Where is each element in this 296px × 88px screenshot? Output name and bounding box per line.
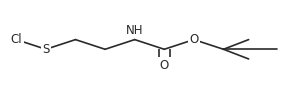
Text: S: S xyxy=(42,43,49,56)
Text: Cl: Cl xyxy=(10,33,22,46)
Text: NH: NH xyxy=(126,23,144,37)
Text: O: O xyxy=(189,33,199,46)
Text: O: O xyxy=(160,59,169,72)
